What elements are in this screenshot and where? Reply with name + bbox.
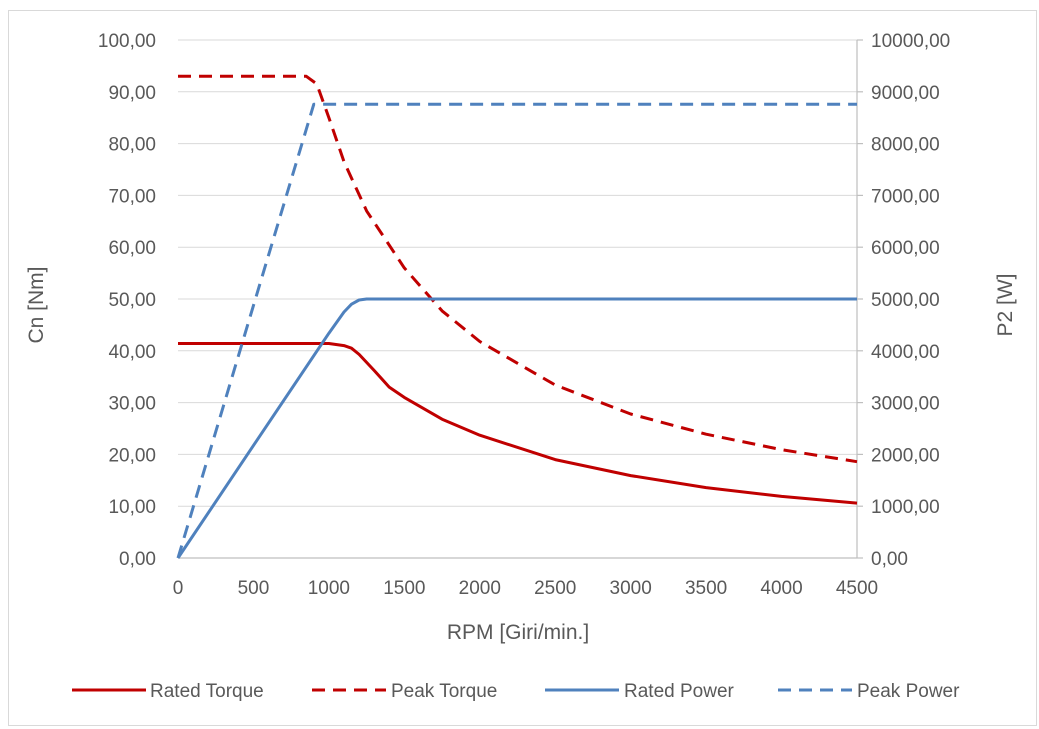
left-y-tick-label: 70,00 (108, 186, 156, 207)
left-y-tick-label: 30,00 (108, 394, 156, 415)
legend-label: Rated Power (624, 681, 735, 702)
x-tick-label: 4000 (760, 578, 802, 599)
chart-frame (8, 10, 1037, 726)
x-axis-title: RPM [Giri/min.] (447, 621, 589, 644)
left-y-tick-label: 60,00 (108, 238, 156, 259)
legend-label: Rated Torque (150, 681, 264, 702)
right-y-tick-label: 6000,00 (871, 238, 940, 259)
series-line-rated-torque (178, 342, 858, 505)
gridlines (178, 39, 857, 507)
legend: Rated Torque Peak Torque Rated Power Peak P… (72, 681, 960, 702)
x-tick-label: 3000 (610, 578, 652, 599)
right-y-axis-title: P2 [W] (994, 273, 1017, 336)
x-tick-label: 500 (238, 578, 270, 599)
left-y-tick-label: 10,00 (108, 497, 156, 518)
right-y-tick-label: 4000,00 (871, 342, 940, 363)
left-y-tick-label: 80,00 (108, 135, 156, 156)
x-tick-label: 1500 (383, 578, 425, 599)
left-y-axis-ticks: 0,00 10,00 20,00 30,00 40,00 50,00 60,00 70,00 8… (98, 31, 156, 570)
right-y-axis-ticks: 0,00 1000,00 2000,00 3000,00 4000,00 5000,00 6… (857, 31, 950, 570)
x-tick-label: 3500 (685, 578, 727, 599)
legend-label: Peak Torque (391, 681, 497, 702)
left-y-tick-label: 0,00 (119, 549, 156, 570)
left-y-tick-label: 40,00 (108, 342, 156, 363)
x-tick-label: 2500 (534, 578, 576, 599)
x-tick-label: 4500 (836, 578, 878, 599)
left-y-tick-label: 50,00 (108, 290, 156, 311)
x-axis-ticks: 0 500 1000 1500 2000 2500 3000 3500 4000 4500 (173, 578, 878, 599)
right-y-tick-label: 10000,00 (871, 31, 950, 52)
left-y-axis-title: Cn [Nm] (25, 266, 48, 343)
right-y-tick-label: 3000,00 (871, 394, 940, 415)
right-y-tick-label: 9000,00 (871, 83, 940, 104)
right-y-tick-label: 1000,00 (871, 497, 940, 518)
right-y-tick-label: 8000,00 (871, 135, 940, 156)
legend-label: Peak Power (857, 681, 960, 702)
x-tick-label: 1000 (308, 578, 350, 599)
left-y-tick-label: 20,00 (108, 445, 156, 466)
x-tick-label: 2000 (459, 578, 501, 599)
series-lines (176, 74, 858, 559)
series-line-rated-power (176, 297, 857, 559)
left-y-tick-label: 90,00 (108, 83, 156, 104)
series-line-peak-power (176, 102, 857, 559)
right-y-tick-label: 0,00 (871, 549, 908, 570)
right-y-tick-label: 5000,00 (871, 290, 940, 311)
right-y-tick-label: 7000,00 (871, 186, 940, 207)
right-y-tick-label: 2000,00 (871, 445, 940, 466)
x-tick-label: 0 (173, 578, 184, 599)
series-line-peak-torque (178, 74, 858, 464)
left-y-tick-label: 100,00 (98, 31, 156, 52)
